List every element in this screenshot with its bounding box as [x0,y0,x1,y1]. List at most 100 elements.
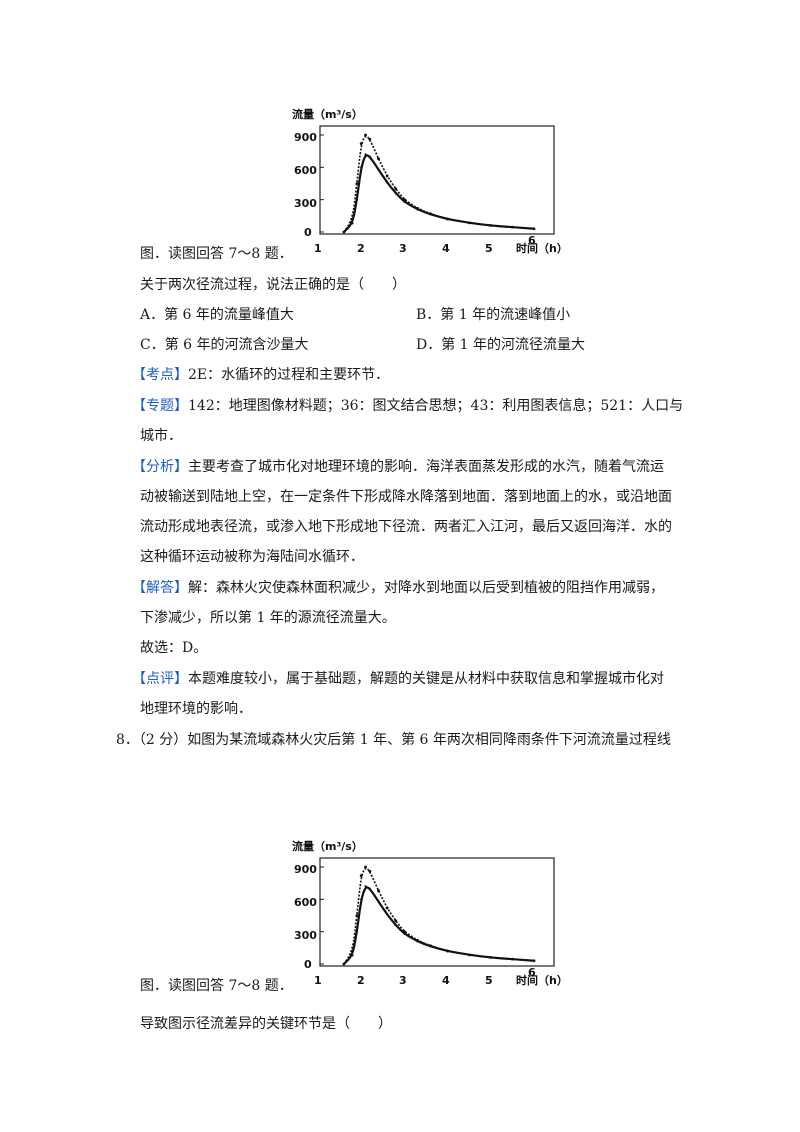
zhuanti-line-1: 【专题】142：地理图像材料题；36：图文结合思想；43：利用图表信息；521：… [132,396,683,416]
series-1-point [385,174,389,178]
chart1-ytick-600: 600 [294,164,317,177]
series-1-point [368,137,372,141]
answer-line: 故选：D。 [140,640,208,656]
fenxi-line-2: 动被输送到陆地上空，在一定条件下形成降水降落到地面．落到地面上的水，或沿地面 [140,489,672,505]
series-2-point [368,887,371,890]
runoff-chart-2: 流量（m³/s） 时间（h） 900 600 300 0 1 2 3 4 5 6 [288,836,563,996]
series-2-point [403,932,406,935]
chart1-caption: 图．读图回答 7～8 题． [140,246,293,262]
series-2-point [394,924,397,927]
chart1-ytick-0: 0 [304,226,312,239]
series-2-point [342,962,346,966]
chart2-xlabel: 时间（h） [516,973,563,987]
series-2-point [416,208,419,211]
kaodian-text: 2E：水循环的过程和主要环节． [188,367,390,383]
chart-frame [319,125,555,235]
series-2-point [364,153,367,156]
series-1-point [359,142,363,146]
series-2-point [511,226,514,229]
series-2-point [368,155,371,158]
chart2-xtick-2: 2 [357,974,365,987]
series-2-point [403,200,406,203]
chart2-caption: 图．读图回答 7～8 题． [140,978,293,994]
series-2-point [386,913,389,916]
question-7: 关于两次径流过程，说法正确的是（ ） [140,277,406,293]
series-2-line [343,154,535,233]
fenxi-tag: 【分析】 [132,459,188,475]
kaodian-line: 【考点】2E：水循环的过程和主要环节． [132,365,389,385]
chart2-ytick-0: 0 [304,958,312,971]
dianping-tag: 【点评】 [132,671,188,687]
chart1-xtick-1: 1 [314,242,322,255]
series-1-point [364,133,367,137]
fenxi-text-1: 主要考查了城市化对地理环境的影响．海洋表面蒸发形成的水汽，随着气流运 [188,459,664,475]
series-2-point [377,168,380,171]
chart2-ytick-300: 300 [294,929,317,942]
option-a: A．第 6 年的流量峰值大 [140,307,294,323]
runoff-chart-2-svg: 流量（m³/s） 时间（h） 900 600 300 0 1 2 3 4 5 6 [292,839,563,987]
series-2-line [343,886,535,965]
series-1-point [377,889,380,893]
chart1-xlabel: 时间（h） [516,241,563,255]
chart1-ytick-900: 900 [294,131,317,144]
series-2-point [446,217,449,221]
series-2-point [532,227,536,230]
chart1-xtick-4: 4 [442,242,450,255]
dianping-text-1: 本题难度较小，属于基础题，解题的关键是从材料中获取信息和掌握城市化对 [188,671,664,687]
series-1-point [355,182,359,185]
series-1-point [364,865,367,869]
series-2-point [511,958,514,961]
series-2-point [364,885,367,888]
chart2-xtick-4: 4 [442,974,450,987]
series-2-point [360,898,363,901]
zhuanti-text-1: 142：地理图像材料题；36：图文结合思想；43：利用图表信息；521：人口与 [188,398,684,414]
series-1-point [385,906,389,910]
series-2-point [342,230,346,234]
chart1-xtick-6: 6 [528,234,536,247]
chart2-xtick-5: 5 [485,974,493,987]
series-2-point [386,181,389,184]
series-2-point [468,221,471,224]
chart-frame [319,857,555,967]
series-2-point [360,166,363,169]
chart2-ytick-600: 600 [294,896,317,909]
fenxi-line-3: 流动形成地表径流，或渗入地下形成地下径流．两者汇入江河，最后又返回海洋．水的 [140,519,672,535]
series-2-point [429,945,432,948]
series-1-point [368,869,372,873]
series-1-point [355,914,359,917]
series-2-point [489,956,492,959]
series-2-point [394,192,397,195]
kaodian-tag: 【考点】 [132,367,188,383]
chart2-ylabel: 流量（m³/s） [292,839,363,853]
option-c: C．第 6 年的河流含沙量大 [140,337,309,353]
series-1-point [377,157,380,161]
series-2-point [446,949,449,953]
zhuanti-tag: 【专题】 [132,398,188,414]
dianping-line-1: 【点评】本题难度较小，属于基础题，解题的关键是从材料中获取信息和掌握城市化对 [132,669,664,689]
jieda-line-2: 下渗减少，所以第 1 年的源流径流量大。 [140,610,396,626]
question-8: 导致图示径流差异的关键环节是（ ） [140,1016,392,1032]
series-2-point [416,940,419,943]
series-2-point [468,953,471,956]
chart1-xtick-3: 3 [399,242,407,255]
series-1-point [359,874,363,878]
chart2-xtick-6: 6 [528,966,536,979]
jieda-line-1: 【解答】解：森林火灾使森林面积减少，对降水到地面以后受到植被的阻挡作用减弱， [132,578,664,598]
series-2-point [351,954,354,957]
chart1-ylabel: 流量（m³/s） [292,107,363,121]
chart2-xtick-1: 1 [314,974,322,987]
chart2-ytick-900: 900 [294,863,317,876]
chart1-xtick-5: 5 [485,242,493,255]
option-b: B．第 1 年的流速峰值小 [416,307,571,323]
jieda-tag: 【解答】 [132,580,188,596]
chart1-ytick-300: 300 [294,197,317,210]
series-2-point [489,224,492,227]
series-2-point [377,900,380,903]
chart1-xtick-2: 2 [357,242,365,255]
series-2-point [532,959,536,962]
chart2-xtick-3: 3 [399,974,407,987]
dianping-line-2: 地理环境的影响． [140,701,252,717]
jieda-text-1: 解：森林火灾使森林面积减少，对降水到地面以后受到植被的阻挡作用减弱， [188,580,664,596]
zhuanti-line-2: 城市． [140,428,182,444]
runoff-chart-1-svg: 流量（m³/s） 时间（h） 900 600 300 0 1 2 3 4 5 6 [292,107,563,255]
